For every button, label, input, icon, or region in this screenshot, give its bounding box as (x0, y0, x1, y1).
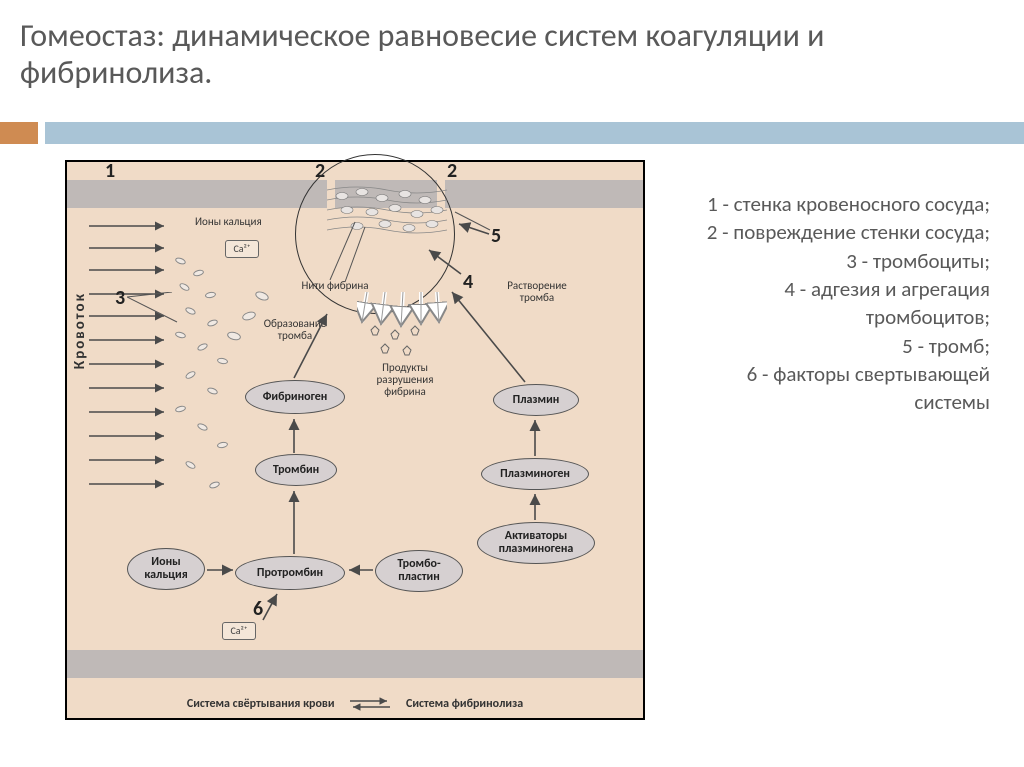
coagulation-diagram: Кровоток 1 2 2 3 4 5 (65, 160, 645, 720)
title-area: Гомеостаз: динамическое равновесие систе… (0, 0, 1024, 92)
equilibrium-arrows-icon (345, 696, 395, 712)
cascade-arrows (67, 162, 647, 682)
legend-item: 1 - стенка кровеносного сосуда; (690, 190, 990, 218)
band-accent (0, 122, 38, 144)
legend-item: 5 - тромб; (690, 332, 990, 360)
band-main (45, 122, 1024, 144)
legend-item: 3 - тромбоциты; (690, 247, 990, 275)
legend-item: 2 - повреждение стенки сосуда; (690, 218, 990, 246)
fibrinolysis-system-label: Система фибринолиза (406, 697, 523, 711)
bottom-caption: Система свёртывания крови Система фибрин… (67, 696, 643, 712)
accent-band (0, 122, 1024, 144)
coagulation-system-label: Система свёртывания крови (187, 697, 335, 711)
page-title: Гомеостаз: динамическое равновесие систе… (20, 18, 1004, 92)
legend-item: 6 - факторы свертывающей системы (690, 360, 990, 417)
legend-item: 4 - адгезия и агрегация тромбоцитов; (690, 275, 990, 332)
legend: 1 - стенка кровеносного сосуда; 2 - повр… (690, 190, 990, 417)
